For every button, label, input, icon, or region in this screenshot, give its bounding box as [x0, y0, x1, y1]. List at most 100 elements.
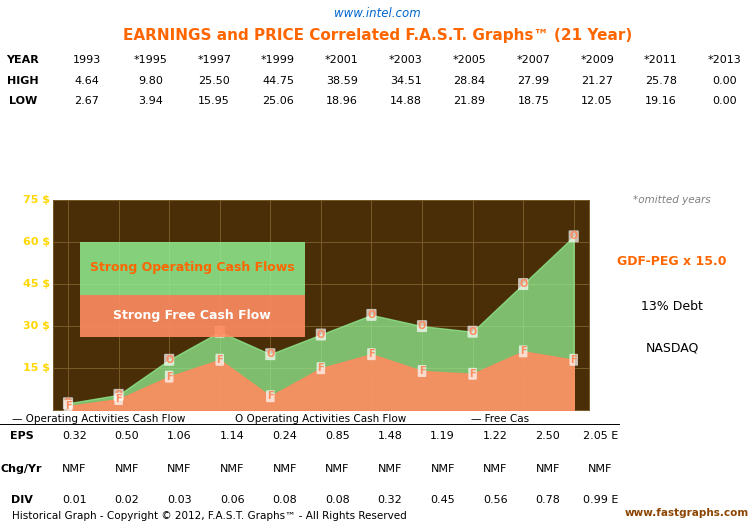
Text: 0.08: 0.08: [325, 495, 350, 505]
Text: 1.48: 1.48: [378, 431, 402, 441]
Text: O: O: [519, 279, 527, 289]
Text: 25.50: 25.50: [199, 76, 230, 86]
Text: NMF: NMF: [220, 463, 245, 473]
Text: 1993: 1993: [72, 55, 100, 65]
Text: F: F: [166, 371, 172, 382]
Text: Chg/Yr: Chg/Yr: [1, 463, 42, 473]
Text: *2007: *2007: [516, 55, 550, 65]
Text: O: O: [165, 355, 174, 365]
Text: *2013: *2013: [708, 55, 741, 65]
Text: EARNINGS and PRICE Correlated F.A.S.T. Graphs™ (21 Year): EARNINGS and PRICE Correlated F.A.S.T. G…: [123, 28, 632, 43]
Text: F: F: [267, 391, 273, 401]
Text: 0.00: 0.00: [713, 96, 737, 106]
Text: 0.78: 0.78: [535, 495, 560, 505]
Text: 0.01: 0.01: [62, 495, 87, 505]
Text: YEAR: YEAR: [6, 55, 39, 65]
Text: F: F: [65, 401, 71, 411]
Text: 13% Debt: 13% Debt: [641, 300, 703, 313]
Text: 0.03: 0.03: [167, 495, 192, 505]
Text: NMF: NMF: [430, 463, 455, 473]
Text: 15 $: 15 $: [23, 363, 51, 373]
Text: 28.84: 28.84: [454, 76, 485, 86]
Text: INTEL CORP(INTC): INTEL CORP(INTC): [221, 173, 421, 190]
Text: HIGH: HIGH: [7, 76, 39, 86]
Text: 2.50: 2.50: [535, 431, 560, 441]
Text: 0.50: 0.50: [115, 431, 139, 441]
Text: F: F: [217, 355, 223, 365]
Text: 75 $: 75 $: [23, 195, 51, 205]
Text: EPS: EPS: [10, 431, 33, 441]
Text: 18.75: 18.75: [517, 96, 549, 106]
Text: *2005: *2005: [452, 55, 486, 65]
Text: www.fastgraphs.com: www.fastgraphs.com: [625, 508, 749, 518]
FancyBboxPatch shape: [80, 242, 305, 295]
Text: 1.19: 1.19: [430, 431, 455, 441]
Text: 1.22: 1.22: [483, 431, 507, 441]
Text: NMF: NMF: [273, 463, 297, 473]
Text: 0.24: 0.24: [273, 431, 297, 441]
Text: *2003: *2003: [389, 55, 423, 65]
Text: *2001: *2001: [325, 55, 359, 65]
Text: *2011: *2011: [644, 55, 678, 65]
Text: 0.06: 0.06: [220, 495, 245, 505]
Text: 30 $: 30 $: [23, 321, 51, 331]
Text: 0.02: 0.02: [115, 495, 139, 505]
Text: Strong Free Cash Flow: Strong Free Cash Flow: [113, 309, 271, 322]
Text: 60 $: 60 $: [23, 237, 51, 247]
Text: 38.59: 38.59: [326, 76, 358, 86]
Text: DIV: DIV: [11, 495, 32, 505]
Text: F: F: [520, 346, 526, 357]
Text: NMF: NMF: [378, 463, 402, 473]
Text: O: O: [368, 310, 375, 320]
Text: NMF: NMF: [588, 463, 613, 473]
Text: www.intel.com: www.intel.com: [334, 7, 421, 20]
Text: F: F: [571, 355, 577, 365]
Text: O Operating Activities Cash Flow: O Operating Activities Cash Flow: [236, 414, 406, 424]
Text: 21.27: 21.27: [581, 76, 613, 86]
Text: 12.05: 12.05: [581, 96, 613, 106]
Text: LOW: LOW: [8, 96, 37, 106]
Text: O: O: [418, 321, 426, 331]
Text: O: O: [569, 231, 578, 241]
Text: F: F: [419, 366, 425, 376]
Text: NASDAQ: NASDAQ: [646, 342, 698, 355]
Text: NMF: NMF: [62, 463, 87, 473]
Text: *omitted years: *omitted years: [633, 195, 710, 205]
Text: NMF: NMF: [115, 463, 139, 473]
Text: *1997: *1997: [197, 55, 231, 65]
Text: 19.16: 19.16: [645, 96, 676, 106]
Text: 44.75: 44.75: [262, 76, 294, 86]
Text: 2.67: 2.67: [74, 96, 99, 106]
Text: 25.06: 25.06: [262, 96, 294, 106]
Text: O: O: [64, 398, 72, 408]
Text: NMF: NMF: [483, 463, 507, 473]
Text: O: O: [317, 329, 325, 340]
Text: NMF: NMF: [325, 463, 350, 473]
Text: 9.80: 9.80: [138, 76, 163, 86]
Text: 0.56: 0.56: [483, 495, 507, 505]
Text: 25.78: 25.78: [645, 76, 677, 86]
Text: 21.89: 21.89: [454, 96, 485, 106]
Text: 0.45: 0.45: [430, 495, 455, 505]
Text: 4.64: 4.64: [74, 76, 99, 86]
Text: 0.32: 0.32: [62, 431, 87, 441]
Text: 0.08: 0.08: [273, 495, 297, 505]
Text: 1.14: 1.14: [220, 431, 245, 441]
Text: 0.00: 0.00: [713, 76, 737, 86]
Text: Strong Operating Cash Flows: Strong Operating Cash Flows: [90, 261, 294, 274]
Text: F: F: [470, 369, 476, 379]
Text: O: O: [267, 349, 274, 359]
Text: Historical Graph - Copyright © 2012, F.A.S.T. Graphs™ - All Rights Reserved: Historical Graph - Copyright © 2012, F.A…: [12, 511, 407, 521]
Text: O: O: [115, 390, 123, 400]
Text: 18.96: 18.96: [326, 96, 358, 106]
Text: F: F: [116, 394, 122, 404]
Text: 0.99 E: 0.99 E: [583, 495, 618, 505]
Text: F: F: [368, 349, 374, 359]
Text: O: O: [468, 327, 476, 337]
Text: — Operating Activities Cash Flow: — Operating Activities Cash Flow: [12, 414, 186, 424]
Text: 2.05 E: 2.05 E: [583, 431, 618, 441]
Text: NMF: NMF: [536, 463, 560, 473]
Text: 0.85: 0.85: [325, 431, 350, 441]
Text: O: O: [216, 327, 224, 337]
Text: 3.94: 3.94: [138, 96, 163, 106]
